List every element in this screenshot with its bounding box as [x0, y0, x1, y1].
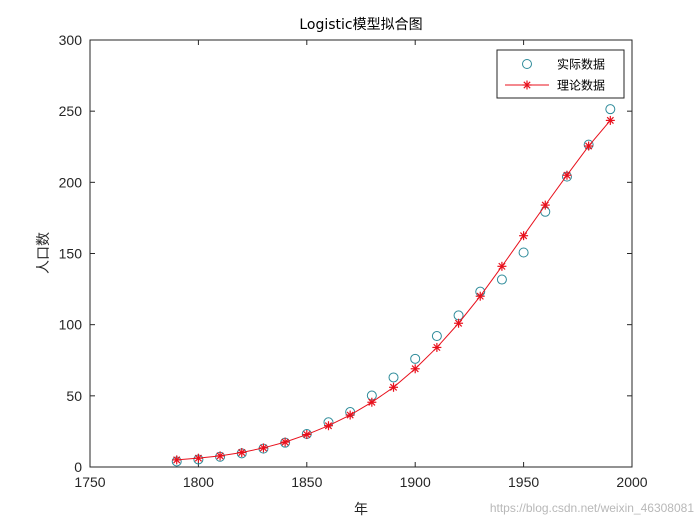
data-point — [454, 318, 464, 328]
data-point — [172, 455, 182, 465]
data-point — [584, 141, 594, 151]
data-point — [323, 421, 333, 431]
data-point — [345, 410, 355, 420]
x-tick-label: 1750 — [74, 474, 105, 490]
series-theory — [172, 115, 615, 465]
data-point — [540, 200, 550, 210]
data-point — [280, 437, 290, 447]
data-point — [215, 451, 225, 461]
data-point — [237, 447, 247, 457]
y-tick-label: 0 — [74, 459, 82, 475]
legend-box — [496, 49, 625, 99]
legend-label: 理论数据 — [557, 78, 605, 93]
data-point — [302, 430, 312, 440]
data-point — [388, 372, 399, 383]
data-point — [410, 353, 421, 364]
data-point — [518, 247, 529, 258]
y-tick-label: 300 — [59, 32, 83, 48]
x-axis: 1750 1800 1850 1900 1950 2000 — [74, 40, 648, 490]
data-point — [496, 274, 507, 285]
legend-marker — [522, 59, 532, 69]
data-point — [258, 443, 268, 453]
y-tick-label: 150 — [59, 246, 83, 262]
plot-area — [89, 39, 633, 468]
data-point — [410, 364, 420, 374]
x-axis-label: 年 — [354, 502, 368, 518]
x-tick-label: 1900 — [400, 474, 431, 490]
legend-marker — [522, 80, 532, 90]
legend-label: 实际数据 — [557, 57, 605, 72]
y-tick-label: 50 — [66, 388, 82, 404]
x-tick-label: 1800 — [183, 474, 214, 490]
y-tick-label: 250 — [59, 103, 83, 119]
data-point — [605, 115, 615, 125]
x-tick-label: 1950 — [508, 474, 539, 490]
data-point — [389, 382, 399, 392]
data-point — [193, 453, 203, 463]
watermark: https://blog.csdn.net/weixin_46308081 — [490, 501, 694, 515]
data-point — [519, 231, 529, 241]
data-point — [497, 261, 507, 271]
x-tick-label: 1850 — [291, 474, 322, 490]
data-point — [367, 397, 377, 407]
y-tick-label: 200 — [59, 174, 83, 190]
chart-title: Logistic模型拟合图 — [299, 17, 422, 33]
data-point — [562, 170, 572, 180]
data-point — [475, 291, 485, 301]
data-point — [431, 331, 442, 342]
series-layer — [171, 104, 616, 467]
x-tick-label: 2000 — [616, 474, 647, 490]
y-axis: 0 50 100 150 200 250 300 — [59, 32, 632, 475]
data-point — [605, 104, 616, 115]
data-point — [432, 342, 442, 352]
y-tick-label: 100 — [59, 317, 83, 333]
plot-box — [89, 39, 633, 468]
y-axis-label: 人口数 — [36, 232, 52, 274]
